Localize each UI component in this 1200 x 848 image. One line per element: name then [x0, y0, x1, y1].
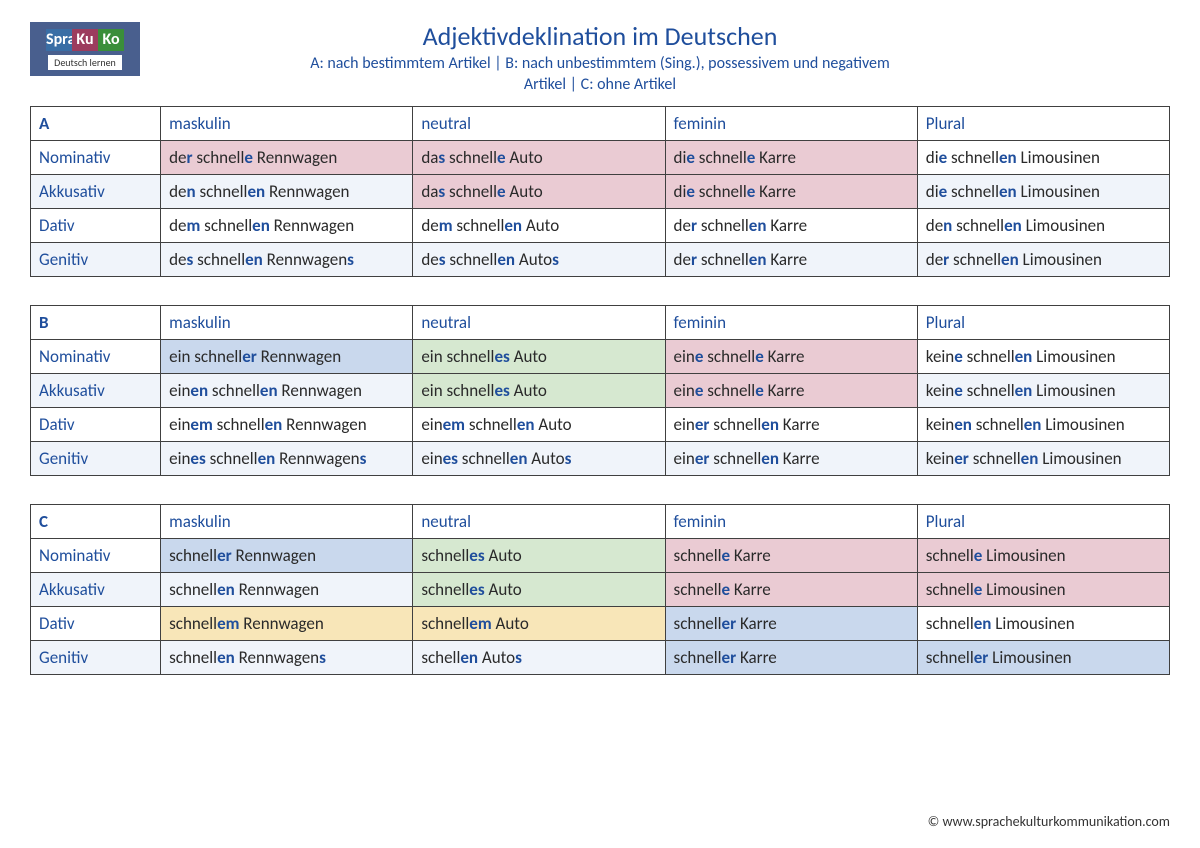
case-label: Nominativ [31, 539, 161, 573]
case-label: Akkusativ [31, 374, 161, 408]
table-cell: schnelle Karre [665, 539, 917, 573]
column-header: feminin [665, 107, 917, 141]
table-letter: B [31, 306, 161, 340]
logo-part-2: Ku [72, 29, 98, 51]
table-cell: dem schnellen Auto [413, 209, 665, 243]
table-cell: schneller Rennwagen [161, 539, 413, 573]
table-cell: die schnellen Limousinen [917, 141, 1169, 175]
table-cell: schnelles Auto [413, 573, 665, 607]
table-cell: keine schnellen Limousinen [917, 374, 1169, 408]
page-header: Adjektivdeklination im Deutschen A: nach… [30, 20, 1170, 94]
table-cell: eine schnelle Karre [665, 340, 917, 374]
case-label: Genitiv [31, 442, 161, 476]
declension-table-B: BmaskulinneutralfemininPluralNominativei… [30, 305, 1170, 476]
case-label: Akkusativ [31, 175, 161, 209]
table-cell: einer schnellen Karre [665, 408, 917, 442]
case-label: Nominativ [31, 141, 161, 175]
column-header: Plural [917, 107, 1169, 141]
table-cell: ein schnelles Auto [413, 340, 665, 374]
declension-table-C: CmaskulinneutralfemininPluralNominativsc… [30, 504, 1170, 675]
table-cell: des schnellen Rennwagens [161, 243, 413, 277]
case-label: Nominativ [31, 340, 161, 374]
table-cell: dem schnellen Rennwagen [161, 209, 413, 243]
case-label: Genitiv [31, 243, 161, 277]
table-cell: keine schnellen Limousinen [917, 340, 1169, 374]
case-label: Dativ [31, 209, 161, 243]
case-label: Akkusativ [31, 573, 161, 607]
table-cell: schnelles Auto [413, 539, 665, 573]
table-letter: A [31, 107, 161, 141]
column-header: maskulin [161, 306, 413, 340]
table-cell: schneller Karre [665, 641, 917, 675]
page-subtitle-2: Artikel | C: ohne Artikel [30, 75, 1170, 94]
table-cell: schellen Autos [413, 641, 665, 675]
table-cell: schneller Karre [665, 607, 917, 641]
table-cell: schnellen Limousinen [917, 607, 1169, 641]
column-header: Plural [917, 306, 1169, 340]
column-header: maskulin [161, 107, 413, 141]
table-cell: schnelle Karre [665, 573, 917, 607]
table-cell: einem schnellen Auto [413, 408, 665, 442]
table-cell: das schnelle Auto [413, 141, 665, 175]
table-cell: einen schnellen Rennwagen [161, 374, 413, 408]
table-cell: ein schnelles Auto [413, 374, 665, 408]
table-letter: C [31, 505, 161, 539]
table-cell: eine schnelle Karre [665, 374, 917, 408]
table-cell: der schnellen Karre [665, 243, 917, 277]
table-cell: die schnellen Limousinen [917, 175, 1169, 209]
table-cell: ein schneller Rennwagen [161, 340, 413, 374]
declension-table-A: AmaskulinneutralfemininPluralNominativde… [30, 106, 1170, 277]
table-cell: der schnelle Rennwagen [161, 141, 413, 175]
case-label: Dativ [31, 408, 161, 442]
table-cell: des schnellen Autos [413, 243, 665, 277]
column-header: feminin [665, 306, 917, 340]
table-cell: eines schnellen Autos [413, 442, 665, 476]
table-cell: schnelle Limousinen [917, 573, 1169, 607]
table-cell: das schnelle Auto [413, 175, 665, 209]
logo-part-3: Ko [98, 29, 124, 51]
table-cell: den schnellen Limousinen [917, 209, 1169, 243]
column-header: Plural [917, 505, 1169, 539]
table-cell: die schnelle Karre [665, 175, 917, 209]
page-subtitle-1: A: nach bestimmtem Artikel | B: nach unb… [30, 54, 1170, 73]
brand-logo: Spra Ku Ko Deutsch lernen [30, 22, 140, 76]
table-cell: keiner schnellen Limousinen [917, 442, 1169, 476]
case-label: Dativ [31, 607, 161, 641]
table-cell: einem schnellen Rennwagen [161, 408, 413, 442]
tables-container: AmaskulinneutralfemininPluralNominativde… [30, 106, 1170, 675]
logo-subtitle: Deutsch lernen [48, 55, 122, 70]
table-cell: den schnellen Rennwagen [161, 175, 413, 209]
table-cell: der schnellen Limousinen [917, 243, 1169, 277]
column-header: feminin [665, 505, 917, 539]
table-cell: keinen schnellen Limousinen [917, 408, 1169, 442]
case-label: Genitiv [31, 641, 161, 675]
table-cell: eines schnellen Rennwagens [161, 442, 413, 476]
column-header: neutral [413, 107, 665, 141]
column-header: neutral [413, 505, 665, 539]
table-cell: schnellen Rennwagen [161, 573, 413, 607]
page-title: Adjektivdeklination im Deutschen [30, 20, 1170, 52]
table-cell: die schnelle Karre [665, 141, 917, 175]
table-cell: schneller Limousinen [917, 641, 1169, 675]
column-header: maskulin [161, 505, 413, 539]
table-cell: einer schnellen Karre [665, 442, 917, 476]
table-cell: schnellen Rennwagens [161, 641, 413, 675]
table-cell: schnellem Rennwagen [161, 607, 413, 641]
table-cell: schnellem Auto [413, 607, 665, 641]
column-header: neutral [413, 306, 665, 340]
footer-copyright: © www.sprachekulturkommunikation.com [928, 813, 1170, 830]
table-cell: schnelle Limousinen [917, 539, 1169, 573]
logo-part-1: Spra [46, 29, 72, 51]
table-cell: der schnellen Karre [665, 209, 917, 243]
